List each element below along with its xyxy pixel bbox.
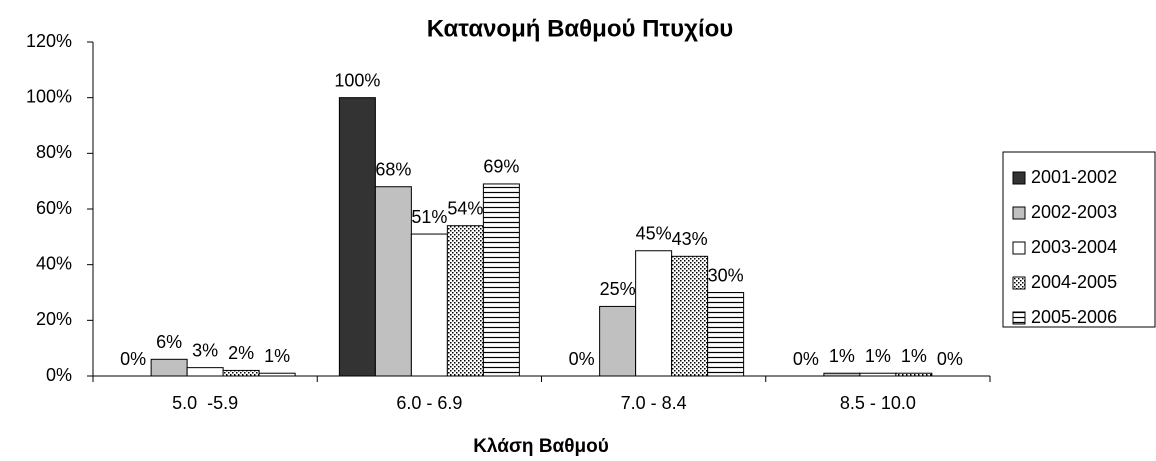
data-label: 54% — [447, 198, 483, 218]
chart-title: Κατανομή Βαθμού Πτυχίου — [427, 15, 734, 42]
y-tick-label: 40% — [36, 253, 72, 273]
bar — [446, 225, 484, 377]
legend-swatch — [1012, 206, 1026, 220]
data-label: 0% — [120, 349, 146, 369]
data-label: 25% — [600, 279, 636, 299]
y-tick-label: 0% — [46, 365, 72, 385]
y-tick-label: 20% — [36, 309, 72, 329]
legend-box — [1002, 151, 1156, 328]
x-tick-label: 7.0 - 8.4 — [621, 393, 687, 413]
data-label: 1% — [901, 346, 927, 366]
bar — [823, 372, 861, 377]
bar — [599, 305, 637, 377]
data-label: 1% — [829, 346, 855, 366]
data-label: 45% — [636, 224, 672, 244]
data-label: 0% — [793, 349, 819, 369]
y-tick-label: 80% — [36, 142, 72, 162]
x-tick-label: 6.0 - 6.9 — [396, 393, 462, 413]
data-label: 0% — [937, 349, 963, 369]
legend-label: 2004-2005 — [1031, 272, 1117, 292]
x-tick-label: 8.5 - 10.0 — [840, 393, 916, 413]
legend-label: 2002-2003 — [1031, 202, 1117, 222]
data-label: 3% — [192, 340, 218, 360]
legend-label: 2001-2002 — [1031, 167, 1117, 187]
data-label: 100% — [334, 70, 380, 90]
legend-label: 2003-2004 — [1031, 237, 1117, 257]
bar — [707, 292, 745, 377]
data-label: 2% — [228, 343, 254, 363]
bar — [150, 358, 188, 377]
data-label: 69% — [483, 157, 519, 177]
data-label: 0% — [569, 349, 595, 369]
data-label: 1% — [264, 346, 290, 366]
legend-swatch — [1012, 171, 1026, 185]
bar — [338, 97, 376, 377]
bar — [410, 233, 448, 377]
y-tick-label: 100% — [26, 86, 72, 106]
legend-swatch — [1012, 311, 1026, 325]
data-label: 6% — [156, 332, 182, 352]
y-tick-label: 120% — [26, 31, 72, 51]
legend-swatch — [1012, 241, 1026, 255]
legend-swatch — [1012, 276, 1026, 290]
x-tick-label: 5.0 -5.9 — [172, 393, 238, 413]
legend-label: 2005-2006 — [1031, 307, 1117, 327]
data-label: 68% — [375, 159, 411, 179]
bar — [222, 369, 260, 377]
x-axis-label: Κλάση Βαθμού — [473, 436, 609, 457]
bar — [186, 367, 224, 377]
data-label: 43% — [672, 229, 708, 249]
bar — [635, 250, 673, 377]
bar — [482, 183, 520, 377]
bar — [258, 372, 296, 377]
data-label: 30% — [708, 265, 744, 285]
bar — [895, 372, 933, 377]
data-label: 51% — [411, 207, 447, 227]
bar — [859, 372, 897, 377]
bar — [671, 255, 709, 377]
data-label: 1% — [865, 346, 891, 366]
bar — [374, 186, 412, 377]
y-tick-label: 60% — [36, 198, 72, 218]
